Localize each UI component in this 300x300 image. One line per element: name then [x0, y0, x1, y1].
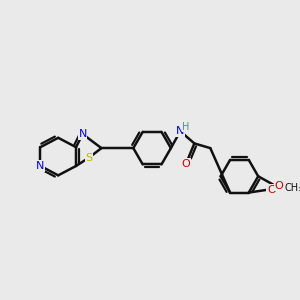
Text: H: H	[182, 122, 190, 131]
Text: CH₃: CH₃	[277, 183, 296, 193]
Text: O: O	[267, 185, 276, 195]
Text: N: N	[176, 126, 184, 136]
Text: O: O	[182, 159, 190, 169]
Text: O: O	[274, 181, 283, 191]
Text: N: N	[78, 129, 87, 139]
Text: S: S	[85, 152, 93, 163]
Text: N: N	[36, 161, 45, 171]
Text: CH₃: CH₃	[285, 183, 300, 193]
